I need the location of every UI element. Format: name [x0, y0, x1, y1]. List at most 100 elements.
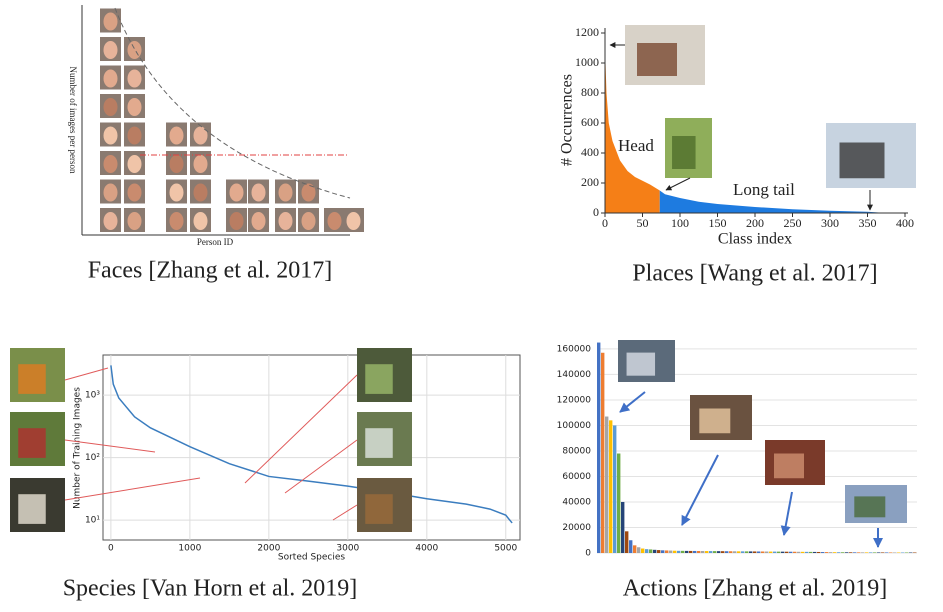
bar: [657, 550, 661, 553]
bar: [813, 551, 817, 553]
bar: [761, 551, 765, 553]
bar: [645, 549, 649, 553]
face-column: [248, 179, 269, 232]
y-tick-label: 1200: [575, 25, 599, 39]
face: [103, 155, 118, 173]
bar: [629, 540, 633, 553]
face: [127, 41, 142, 59]
y-tick-label: 120000: [557, 395, 592, 405]
y-tick-label: 400: [581, 145, 599, 159]
connector: [244, 374, 358, 484]
face: [193, 155, 208, 173]
bar: [841, 552, 845, 553]
bar: [869, 552, 873, 553]
arrow: [681, 454, 719, 526]
caption: Places [Wang et al. 2017]: [632, 261, 877, 287]
bar: [809, 551, 813, 553]
bar: [805, 551, 809, 553]
bar: [901, 552, 905, 553]
bar: [765, 551, 769, 553]
y-tick-label: 100000: [557, 421, 592, 431]
bar: [617, 453, 621, 553]
bar: [633, 545, 637, 553]
annotation: Head: [618, 136, 654, 155]
bar: [677, 550, 681, 553]
face: [169, 126, 184, 145]
x-tick-label: 350: [859, 216, 877, 230]
arrow: [780, 491, 793, 536]
y-tick-label: 600: [581, 115, 599, 129]
bar: [793, 551, 797, 553]
x-axis-label: Person ID: [197, 237, 234, 247]
bar: [745, 551, 749, 553]
y-tick-label: 0: [593, 205, 599, 219]
connector: [332, 504, 358, 521]
x-tick-label: 50: [637, 216, 649, 230]
arrow: [665, 177, 691, 191]
bar: [601, 352, 605, 553]
photo-detail: [626, 352, 656, 376]
face-column: [298, 179, 319, 232]
y-axis-label: Number of images per person: [68, 67, 78, 174]
y-tick-label: 80000: [562, 446, 591, 456]
face: [103, 126, 118, 145]
x-axis-label: Sorted Species: [278, 553, 346, 563]
caption: Faces [Zhang et al. 2017]: [88, 258, 333, 284]
photo-detail: [365, 494, 393, 524]
face-column: [343, 208, 364, 232]
face-column: [100, 8, 121, 232]
bar: [873, 552, 877, 553]
bar: [653, 549, 657, 553]
y-tick-label: 200: [581, 175, 599, 189]
photo-detail: [18, 494, 46, 524]
y-tick-label: 20000: [562, 523, 591, 533]
y-tick-label: 10³: [85, 391, 100, 401]
y-tick-label: 10²: [85, 453, 100, 463]
bar: [777, 551, 781, 553]
x-tick-label: 1000: [178, 544, 201, 554]
photo-detail: [839, 142, 885, 179]
face: [251, 183, 266, 202]
bar: [673, 550, 677, 553]
connector: [64, 477, 201, 501]
bar: [881, 552, 885, 553]
face-column: [124, 37, 145, 232]
face: [346, 212, 361, 230]
face: [301, 212, 316, 230]
y-tick-label: 40000: [562, 497, 591, 507]
bar: [849, 552, 853, 553]
caption: Actions [Zhang et al. 2019]: [623, 576, 888, 602]
x-tick-label: 250: [784, 216, 802, 230]
bar: [749, 551, 753, 553]
bar: [605, 416, 609, 553]
face: [103, 98, 118, 116]
bar: [817, 551, 821, 553]
bar: [721, 551, 725, 553]
photo-detail: [854, 496, 886, 518]
bar: [717, 551, 721, 553]
face: [169, 155, 184, 173]
face-column: [226, 179, 247, 232]
bar: [665, 550, 669, 553]
bar: [625, 531, 629, 553]
bar: [609, 420, 613, 553]
bar: [861, 552, 865, 553]
bar: [797, 551, 801, 553]
bar: [689, 550, 693, 553]
photo-detail: [637, 43, 677, 76]
face: [278, 212, 293, 230]
bar: [705, 551, 709, 553]
x-tick-label: 300: [821, 216, 839, 230]
y-tick-label: 800: [581, 85, 599, 99]
face: [193, 183, 208, 202]
face-column: [190, 122, 211, 232]
connector: [284, 439, 358, 494]
face: [169, 212, 184, 230]
bar: [649, 549, 653, 553]
photo-detail: [699, 408, 731, 434]
face: [103, 69, 118, 88]
y-tick-label: 140000: [557, 370, 592, 380]
photo-detail: [365, 364, 393, 394]
line: [110, 365, 513, 524]
